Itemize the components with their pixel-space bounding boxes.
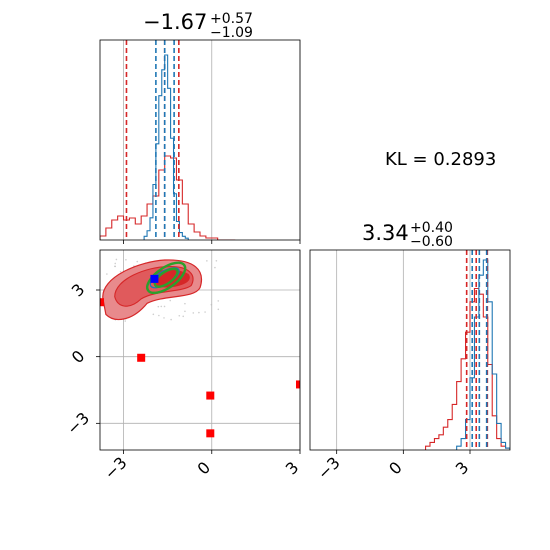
panel-frame <box>309 249 511 451</box>
blue-histogram <box>456 259 510 450</box>
x-tick-label: −3 <box>101 453 131 483</box>
panel-frame <box>99 249 301 451</box>
scatter-point <box>114 262 117 265</box>
x-tick-label: 0 <box>194 458 215 479</box>
red-square-marker <box>296 380 300 389</box>
blue-square-marker <box>150 274 159 283</box>
scatter-point <box>163 305 166 308</box>
red-histogram <box>100 155 236 240</box>
scatter-point <box>136 260 139 263</box>
scatter-point <box>160 305 163 308</box>
panel-2d: −3 0 3 −3 0 3 <box>63 249 303 483</box>
param1-title-minus: −1.09 <box>210 25 253 41</box>
green-ellipse <box>153 267 179 288</box>
x-tick-label: 3 <box>282 458 303 479</box>
scatter-point <box>115 258 118 261</box>
scatter-point <box>157 305 160 308</box>
scatter-point <box>169 299 172 302</box>
panel-1d-param1: −1.67 +0.57 −1.09 <box>99 10 301 244</box>
scatter-point <box>210 303 213 306</box>
y-tick-label: 0 <box>68 346 89 367</box>
scatter-point <box>125 258 127 261</box>
scatter-point <box>184 302 186 305</box>
param1-title-plus: +0.57 <box>210 11 253 27</box>
param2-title-plus: +0.40 <box>410 220 453 236</box>
scatter-point <box>119 270 122 273</box>
scatter-point <box>184 310 186 313</box>
panel-1d-param2: −3 0 3 3.34 +0.40 −0.60 <box>309 220 511 483</box>
scatter-point <box>152 313 155 316</box>
y-tick-label: −3 <box>63 408 93 438</box>
scatter-point <box>217 308 220 311</box>
scatter-point <box>182 315 185 318</box>
y-tick-label: 3 <box>68 280 89 301</box>
scatter-point <box>124 320 127 322</box>
param2-title: 3.34 <box>362 221 409 245</box>
x-tick-label: 3 <box>452 458 473 479</box>
scatter-point <box>114 265 116 268</box>
scatter-point <box>158 314 160 317</box>
scatter-point <box>206 260 208 262</box>
scatter-point <box>163 317 165 319</box>
red-square-marker <box>100 298 104 307</box>
red-histogram <box>425 287 510 450</box>
red-square-marker <box>206 429 215 438</box>
scatter-point <box>214 266 216 269</box>
scatter-point <box>198 311 200 314</box>
red-square-marker <box>137 353 146 362</box>
scatter-point <box>170 318 172 321</box>
x-tick-label: 0 <box>385 458 406 479</box>
green-ellipse <box>146 261 187 295</box>
x-tick-label: −3 <box>314 453 344 483</box>
scatter-point <box>204 311 206 313</box>
kl-label: KL = 0.2893 <box>385 149 496 170</box>
scatter-point <box>192 312 195 314</box>
blue-histogram <box>143 54 189 240</box>
panel-frame <box>99 39 301 241</box>
scatter-point <box>215 259 218 262</box>
scatter-point <box>178 314 181 317</box>
scatter-point <box>106 273 108 275</box>
param2-title-minus: −0.60 <box>410 234 453 250</box>
param1-title: −1.67 <box>143 10 207 34</box>
red-square-marker <box>206 391 215 400</box>
scatter-point <box>217 300 220 302</box>
